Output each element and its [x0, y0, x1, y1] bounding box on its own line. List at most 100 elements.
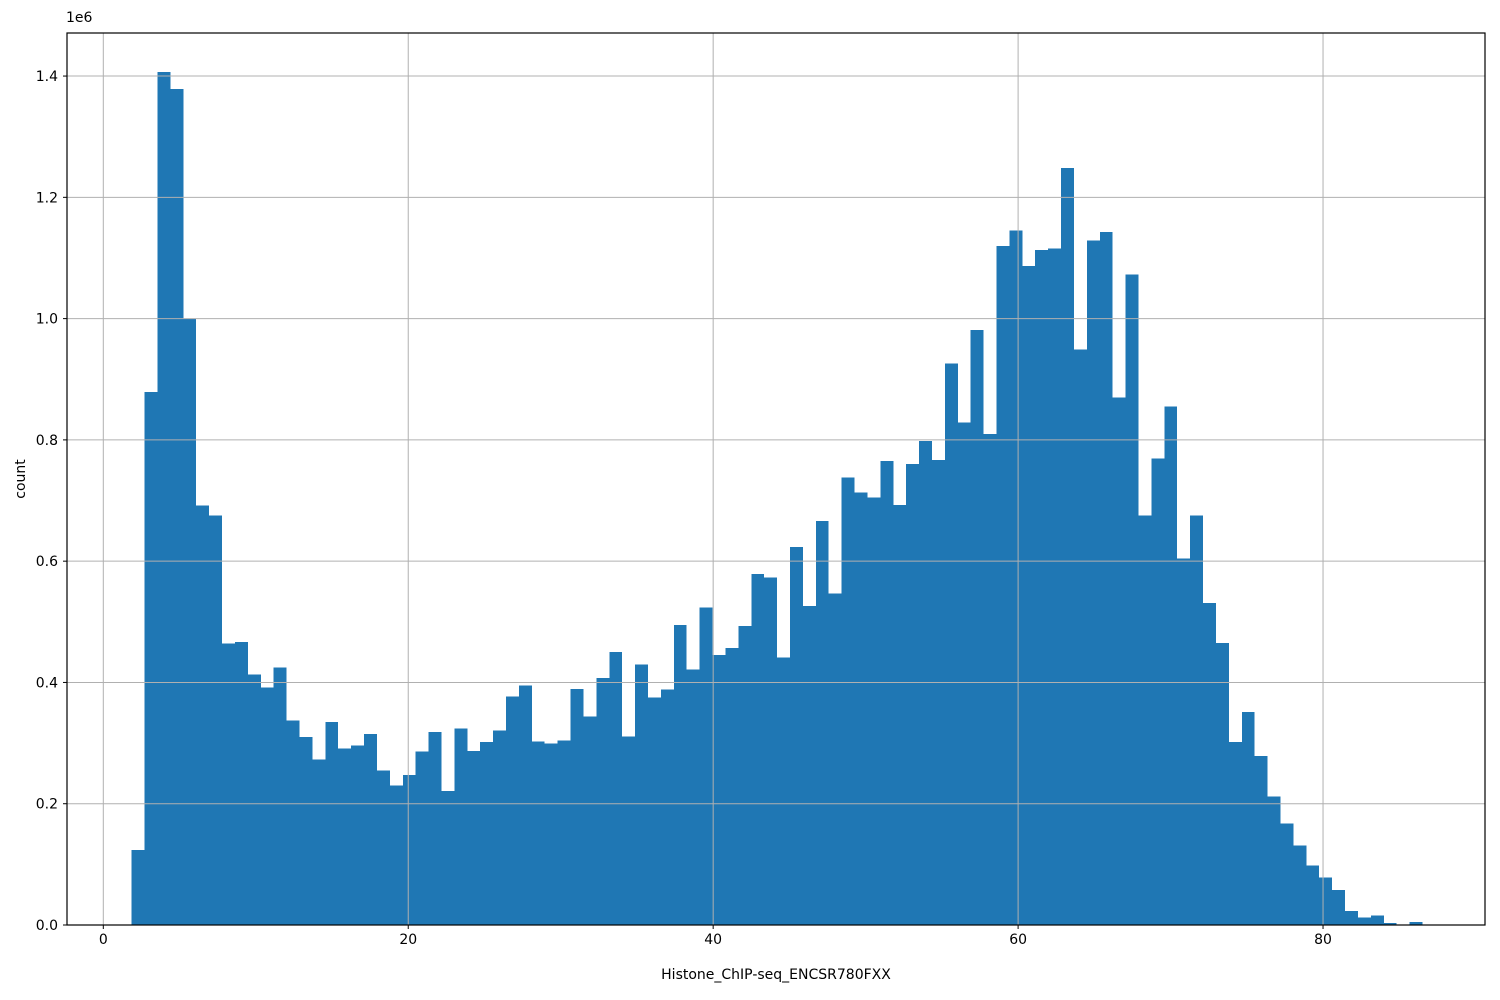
histogram-bar [1138, 515, 1152, 925]
histogram-bar [738, 626, 752, 925]
histogram-bar [209, 515, 223, 925]
histogram-bar [1228, 741, 1242, 925]
histogram-bar [1061, 168, 1074, 926]
histogram-bar [454, 728, 468, 925]
histogram-bar [402, 775, 416, 925]
histogram-bar [157, 71, 171, 925]
y-tick-label: 0.8 [36, 433, 58, 449]
histogram-bar [1086, 240, 1100, 925]
histogram-bar [1125, 274, 1139, 926]
histogram-bar [970, 330, 984, 925]
histogram-bar [338, 748, 352, 925]
histogram-bar [493, 730, 507, 925]
plot-frame [66, 32, 1486, 926]
x-tick-label: 80 [1314, 932, 1332, 948]
histogram-bar [1332, 889, 1346, 925]
histogram-bar [1254, 755, 1268, 925]
histogram-bar [376, 770, 390, 925]
histogram-bar [789, 547, 803, 925]
histogram-bar [1190, 515, 1204, 925]
y-tick-label: 1.2 [36, 190, 58, 206]
histogram-bar [389, 785, 403, 925]
histogram-bar [764, 577, 778, 925]
histogram-bar [777, 657, 790, 925]
histogram-bar [648, 697, 661, 925]
histogram-bar [828, 593, 842, 925]
histogram-bar [325, 721, 339, 925]
histogram-bar [1203, 603, 1216, 925]
histogram-bar [957, 422, 971, 925]
histogram-bar [170, 88, 184, 926]
histogram-bar [351, 745, 365, 925]
x-tick-label: 20 [399, 932, 417, 948]
histogram-bar [1048, 248, 1062, 925]
histogram-bar [841, 477, 855, 925]
y-tick-label: 1.0 [36, 312, 58, 328]
histogram-bar [596, 678, 610, 925]
histogram-bar [144, 391, 158, 926]
histogram-bar [247, 674, 261, 925]
y-axis-title: count [13, 459, 29, 499]
histogram-bar [506, 696, 519, 925]
histogram-bar [1035, 250, 1049, 926]
histogram-bar [1383, 923, 1397, 925]
histogram-bar [557, 740, 571, 925]
histogram-bar [931, 459, 945, 925]
histogram-bar [854, 492, 868, 925]
histogram-bar [893, 504, 907, 925]
histogram-bar [686, 669, 700, 925]
x-axis-title: Histone_ChIP-seq_ENCSR780FXX [661, 967, 891, 983]
y-tick-label: 0.2 [36, 797, 58, 813]
histogram-bar [815, 521, 829, 925]
histogram-bar [131, 849, 145, 925]
histogram-bar [802, 606, 816, 925]
histogram-bar [919, 441, 932, 925]
histogram-bar [1177, 558, 1191, 925]
histogram-bar [944, 363, 958, 926]
histogram-bar [544, 743, 558, 925]
histogram-bar [1215, 643, 1229, 925]
histogram-bar [983, 433, 997, 925]
histogram-bar [1151, 458, 1165, 925]
histogram-bar [1280, 823, 1294, 925]
histogram-bar [441, 790, 455, 925]
histogram-bar [260, 687, 274, 925]
histogram-bar [1164, 406, 1178, 925]
histogram-bar [1267, 796, 1281, 925]
y-axis-offset-label: 1e6 [66, 10, 93, 26]
histogram-bar [880, 461, 894, 925]
histogram-bar [1409, 921, 1423, 925]
histogram-bar [196, 505, 210, 925]
x-tick-label: 0 [99, 932, 108, 948]
histogram-bar [570, 689, 584, 925]
histogram-bar [222, 643, 235, 925]
histogram-bar [299, 737, 313, 925]
histogram-bar [415, 751, 429, 925]
histogram-bar [867, 497, 881, 925]
histogram-bar [1370, 915, 1384, 925]
histogram-bar [622, 736, 636, 925]
histogram-bar [312, 759, 326, 925]
histogram-bar [725, 647, 739, 925]
histogram-bar [1306, 865, 1320, 925]
histogram-bar [1241, 712, 1255, 925]
histogram-bar [635, 664, 649, 925]
histogram-bar [428, 732, 442, 925]
y-tick-label: 0.6 [36, 554, 58, 570]
histogram-bar [518, 685, 532, 925]
histogram-bar [273, 667, 287, 925]
x-tick-label: 40 [704, 932, 722, 948]
histogram-bar [906, 464, 920, 925]
y-tick-label: 0.0 [36, 918, 58, 934]
histogram-bar [480, 741, 494, 925]
histogram-bar [364, 733, 377, 925]
histogram-bar [1009, 230, 1023, 925]
histogram-bar [183, 318, 197, 925]
histogram-bar [660, 689, 674, 925]
histogram-bar [996, 245, 1010, 926]
histogram-bar [1357, 917, 1371, 925]
histogram-bar [1112, 397, 1126, 925]
histogram-bar [1099, 231, 1113, 925]
